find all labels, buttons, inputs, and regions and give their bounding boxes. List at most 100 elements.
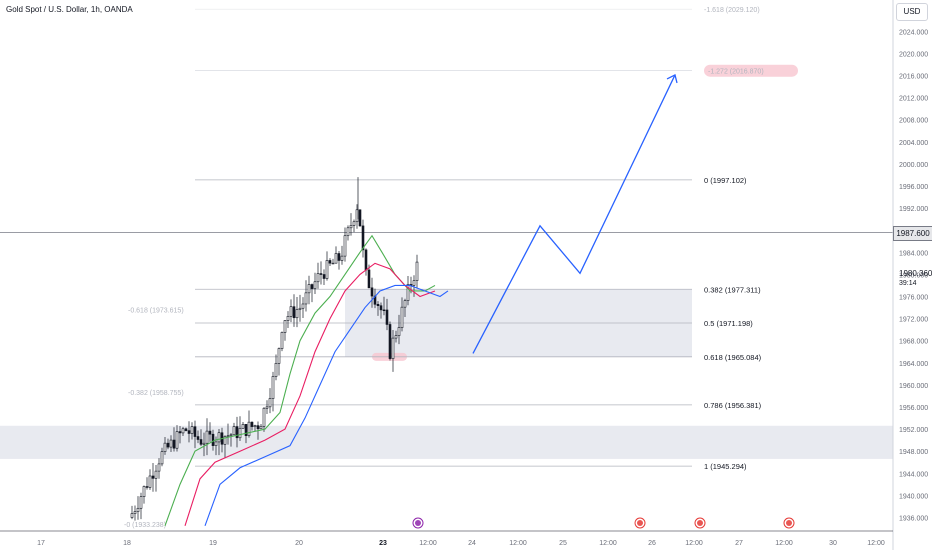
candle-94 <box>412 275 416 297</box>
candle-1 <box>133 505 137 521</box>
y-tick-10: 1984.000 <box>899 250 928 257</box>
candle-19 <box>187 421 191 443</box>
candle-14 <box>172 427 176 452</box>
candle-body-47 <box>271 376 275 399</box>
event-flag-icon-0 <box>412 517 424 529</box>
y-tick-6: 2000.000 <box>899 162 928 169</box>
candle-body-50 <box>280 332 284 349</box>
candle-body-19 <box>187 430 191 434</box>
candle-body-44 <box>262 407 266 427</box>
faded-fib-label-2: -0.618 (1973.615) <box>128 308 184 315</box>
candle-body-15 <box>175 431 179 449</box>
candle-59 <box>307 275 311 305</box>
candle-body-69 <box>337 253 341 261</box>
candle-67 <box>331 258 335 265</box>
candle-body-8 <box>154 470 158 479</box>
candle-body-21 <box>193 426 197 437</box>
candle-52 <box>286 311 290 329</box>
candle-body-57 <box>301 303 305 309</box>
candle-49 <box>277 347 281 376</box>
candle-10 <box>160 447 164 467</box>
candle-body-36 <box>238 427 242 439</box>
candle-62 <box>316 262 320 289</box>
candle-33 <box>229 433 233 447</box>
candle-72 <box>346 225 350 241</box>
candle-34 <box>232 422 236 436</box>
candle-21 <box>193 420 197 449</box>
candle-60 <box>310 283 314 303</box>
y-tick-21: 1940.000 <box>899 493 928 500</box>
candle-body-80 <box>370 287 374 297</box>
candle-body-7 <box>151 475 155 479</box>
candle-71 <box>343 227 347 262</box>
event-flag-dot-2 <box>697 520 703 526</box>
y-tick-0: 2024.000 <box>899 29 928 36</box>
candle-61 <box>313 272 317 295</box>
candle-5 <box>145 477 149 490</box>
candle-58 <box>304 280 308 312</box>
candle-body-63 <box>319 273 323 275</box>
candle-body-59 <box>307 284 311 294</box>
candle-body-84 <box>382 309 386 311</box>
candle-body-87 <box>391 337 395 359</box>
x-tick-4: 23 <box>379 540 387 547</box>
support-zone-box <box>0 425 893 459</box>
candle-76 <box>358 209 362 227</box>
candle-65 <box>325 251 329 281</box>
x-tick-9: 12:00 <box>599 540 617 547</box>
faded-fib-label-0: -1.618 (2029.120) <box>704 7 760 14</box>
fibonacci-levels: 0 (1997.102) 0.382 (1977.311) 0.5 (1971.19… <box>0 7 893 529</box>
ma-green-line <box>164 234 436 526</box>
event-flag-dot-3 <box>786 520 792 526</box>
candle-31 <box>223 435 227 458</box>
event-flag-icon-3 <box>783 517 795 529</box>
candle-body-42 <box>256 425 260 430</box>
event-flag-icon-1 <box>634 517 646 529</box>
candle-45 <box>265 400 269 414</box>
candle-63 <box>319 261 323 285</box>
y-tick-14: 1968.000 <box>899 339 928 346</box>
candle-51 <box>283 320 287 341</box>
candle-17 <box>181 426 185 437</box>
moving-averages <box>164 234 449 526</box>
candle-77 <box>361 219 365 258</box>
candle-9 <box>157 458 161 479</box>
x-tick-12: 27 <box>735 540 743 547</box>
y-tick-12: 1976.000 <box>899 295 928 302</box>
candle-68 <box>334 246 338 264</box>
y-tick-17: 1956.000 <box>899 405 928 412</box>
candle-body-55 <box>295 309 299 319</box>
candle-body-68 <box>334 253 338 264</box>
candle-body-94 <box>412 280 416 286</box>
candle-body-13 <box>169 439 173 448</box>
symbol-title: Gold Spot / U.S. Dollar, 1h, OANDA <box>6 5 133 14</box>
event-flag-dot-0 <box>415 520 421 526</box>
y-tick-19: 1948.000 <box>899 449 928 456</box>
faded-fib-badge-1 <box>704 64 798 77</box>
candle-body-5 <box>145 486 149 488</box>
candle-20 <box>190 422 194 440</box>
currency-button[interactable]: USD <box>896 3 928 21</box>
y-tick-18: 1952.000 <box>899 427 928 434</box>
candle-84 <box>382 296 386 316</box>
candle-body-33 <box>229 434 233 437</box>
candle-body-79 <box>367 269 371 289</box>
candle-32 <box>226 423 230 445</box>
candle-body-11 <box>163 442 167 452</box>
y-tick-16: 1960.000 <box>899 383 928 390</box>
candle-body-77 <box>361 225 365 251</box>
candle-body-31 <box>223 436 227 445</box>
x-tick-6: 24 <box>468 540 476 547</box>
candle-body-95 <box>415 261 419 281</box>
candle-80 <box>370 277 374 308</box>
fib-label-3: 0.618 (1965.084) <box>704 353 762 362</box>
candle-85 <box>385 298 389 331</box>
y-tick-3: 2012.000 <box>899 96 928 103</box>
candle-body-22 <box>196 436 200 440</box>
candle-7 <box>151 463 155 492</box>
candle-6 <box>148 469 152 490</box>
candle-body-65 <box>325 260 329 279</box>
candle-70 <box>340 245 344 265</box>
candle-body-40 <box>250 421 254 427</box>
